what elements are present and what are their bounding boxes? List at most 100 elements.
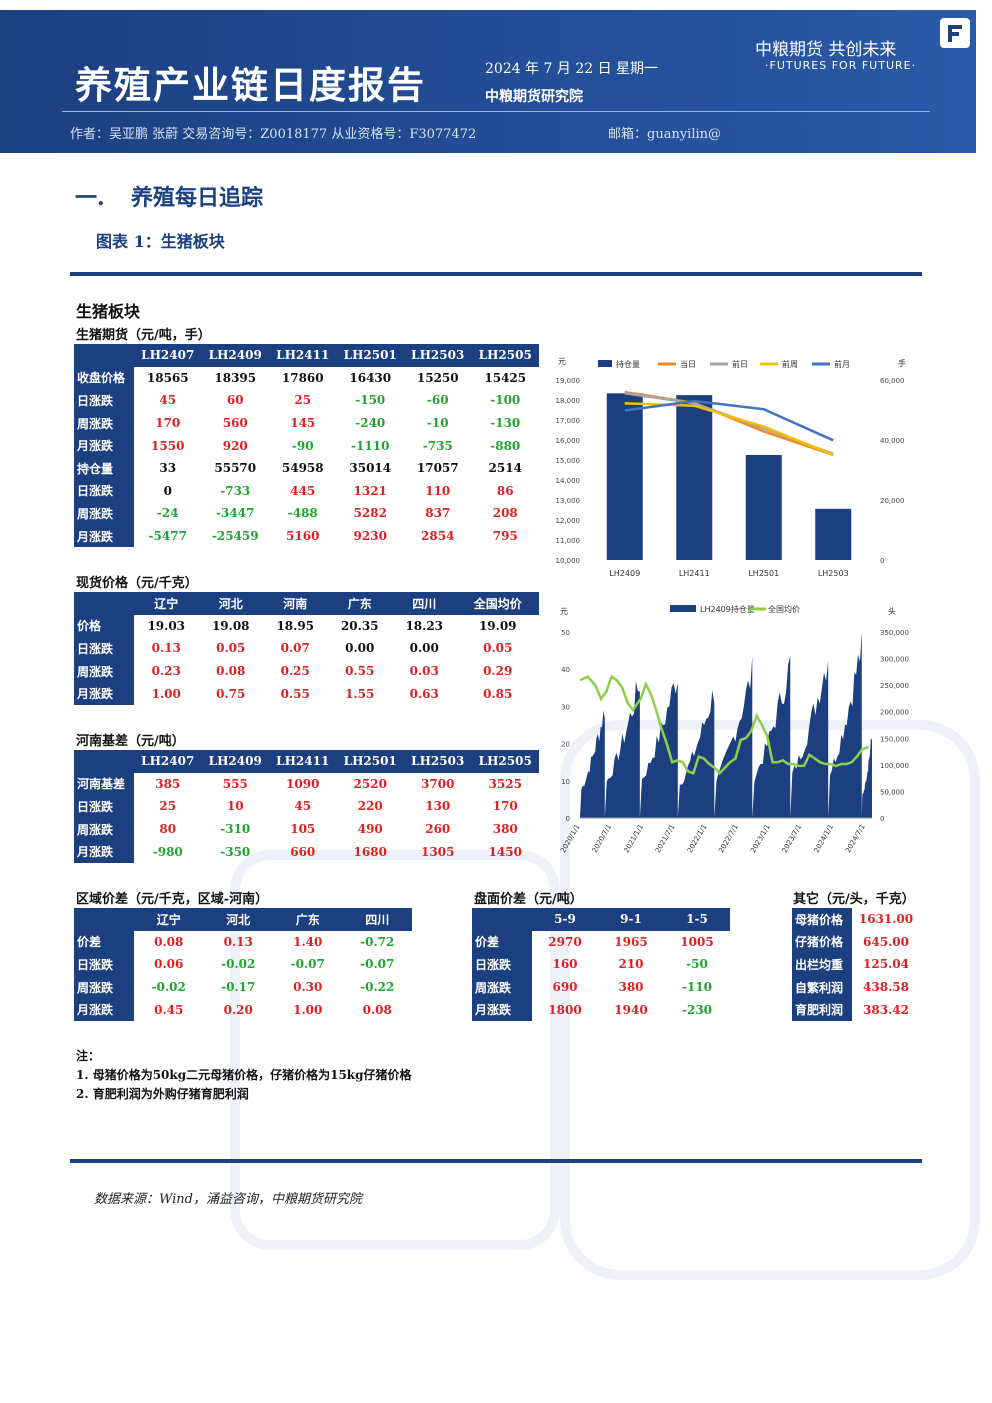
y2-tick-label: 150,000 (880, 735, 909, 743)
row-header: 仔猪价格 (792, 930, 852, 954)
row-header: 周涨跌 (74, 411, 134, 435)
table-cell: 1090 (286, 776, 320, 791)
notes-title: 注： (76, 1049, 101, 1063)
table-cell: 1450 (488, 844, 522, 859)
x-tick-label: 2020/7/1 (591, 823, 614, 854)
table-cell: 1.55 (345, 686, 375, 701)
others-table-label: 其它（元/头，千克） (793, 892, 915, 907)
y2-tick-label: 0 (880, 557, 884, 565)
column-header: 1-5 (664, 908, 730, 931)
table-cell: 380 (492, 822, 518, 837)
table-cell: -310 (220, 822, 251, 837)
table-cell: -110 (681, 980, 713, 995)
figure-title: 图表 1：生猪板块 (96, 232, 225, 251)
table-cell: 20.35 (340, 618, 379, 633)
y2-tick-label: 40,000 (880, 437, 905, 445)
table-cell: 2520 (353, 776, 387, 791)
y-tick-label: 11,000 (556, 537, 581, 545)
table-cell: 0.13 (151, 641, 181, 656)
table-cell: 16430 (349, 370, 392, 385)
table-cell: 54958 (281, 461, 324, 476)
table-row: 出栏均重 125.04 (792, 953, 920, 976)
column-header: LH2411 (269, 344, 337, 367)
table-cell: 25 (159, 799, 177, 814)
legend-label: 前日 (732, 359, 748, 369)
table-cell: 130 (425, 799, 451, 814)
table-cell: 0.23 (151, 664, 181, 679)
table-corner (74, 908, 134, 931)
table-cell: 17057 (416, 461, 459, 476)
table-cell: 208 (492, 506, 518, 521)
table-cell: -0.02 (221, 957, 256, 972)
table-cell: 555 (222, 776, 248, 791)
table-cell: 0.55 (345, 664, 375, 679)
table-cell: 3525 (488, 776, 522, 791)
table-cell: 1631.00 (858, 912, 914, 927)
table-cell: 3700 (421, 776, 455, 791)
table-cell: 18565 (146, 370, 189, 385)
table-row: 月涨跌 -980 -350 660 1680 1305 1450 (74, 840, 539, 863)
legend-label: 前周 (782, 359, 798, 369)
background-decoration (560, 720, 980, 1280)
x-tick-label: 2024/1/1 (813, 823, 836, 854)
report-org: 中粮期货研究院 (485, 89, 583, 105)
table-row: 日涨跌 0.13 0.05 0.07 0.00 0.00 0.05 (74, 637, 539, 660)
table-row: 母猪价格 1631.00 (792, 908, 920, 931)
table-cell: 0.08 (154, 934, 184, 949)
column-header: LH2503 (404, 344, 472, 367)
row-header: 月涨跌 (74, 998, 134, 1021)
y-tick-label: 20 (561, 741, 570, 749)
table-cell: 0.00 (409, 641, 439, 656)
table-cell: -10 (426, 416, 449, 431)
spot-table: 辽宁 河北 河南 广东 四川 全国均价 价格 19.03 19.08 18.95 20.35 18.2… (74, 592, 539, 705)
row-header: 价差 (74, 930, 134, 954)
data-source: 数据来源：Wind，涌益咨询，中粮期货研究院 (94, 1192, 362, 1207)
y-tick-label: 40 (561, 666, 570, 674)
table-cell: 105 (290, 822, 316, 837)
column-header: 河南 (263, 592, 328, 615)
legend-swatch (598, 360, 612, 367)
bar-open-interest (815, 508, 852, 560)
table-cell: 0.13 (223, 934, 253, 949)
table-corner (74, 750, 134, 773)
table-cell: 5282 (353, 506, 387, 521)
regional-table: 辽宁 河北 广东 四川 价差 0.08 0.13 1.40 -0.72 日涨跌 0.06 -0.02 -… (74, 908, 412, 1021)
y2-tick-label: 50,000 (880, 788, 905, 796)
column-header: LH2409 (201, 344, 269, 367)
table-cell: 0.25 (280, 664, 310, 679)
table-cell: 45 (294, 799, 312, 814)
table-row: 月涨跌 1550 920 -90 -1110 -735 -880 (74, 434, 539, 457)
table-corner (472, 908, 532, 931)
y2-tick-label: 60,000 (880, 377, 905, 385)
y2-tick-label: 0 (880, 815, 884, 823)
table-cell: 0.07 (280, 641, 310, 656)
row-header: 母猪价格 (792, 908, 852, 931)
row-header: 日涨跌 (74, 479, 134, 503)
row-header: 河南基差 (74, 772, 134, 796)
legend-label: 当日 (680, 359, 696, 369)
table-cell: 5160 (286, 529, 320, 544)
row-header: 周涨跌 (74, 502, 134, 525)
table-cell: 17860 (281, 370, 324, 385)
table-cell: 35014 (349, 461, 392, 476)
table-cell: 0.05 (483, 641, 513, 656)
table-row: 周涨跌 -0.02 -0.17 0.30 -0.22 (74, 975, 412, 999)
table-row: 日涨跌 25 10 45 220 130 170 (74, 795, 539, 818)
bar-open-interest (745, 454, 782, 560)
x-tick-label: LH2501 (748, 569, 779, 578)
table-cell: 2970 (548, 934, 582, 949)
others-table: 母猪价格 1631.00 仔猪价格 645.00 出栏均重 125.04 自繁利润 438.5… (792, 908, 920, 1021)
row-header: 月涨跌 (74, 840, 134, 863)
table-cell: -240 (355, 416, 386, 431)
table-cell: 438.58 (863, 980, 909, 995)
table-cell: 1305 (421, 844, 455, 859)
table-cell: 125.04 (863, 957, 909, 972)
table-cell: -90 (291, 438, 314, 453)
table-row: 周涨跌 690 380 -110 (472, 975, 730, 999)
table-row: 日涨跌 160 210 -50 (472, 953, 730, 976)
row-header: 出栏均重 (792, 953, 852, 976)
y2-tick-label: 300,000 (880, 656, 909, 664)
report-email: 邮箱：guanyilin@ (608, 127, 722, 142)
table-cell: -0.07 (290, 957, 325, 972)
x-tick-label: 2021/7/1 (654, 823, 677, 854)
